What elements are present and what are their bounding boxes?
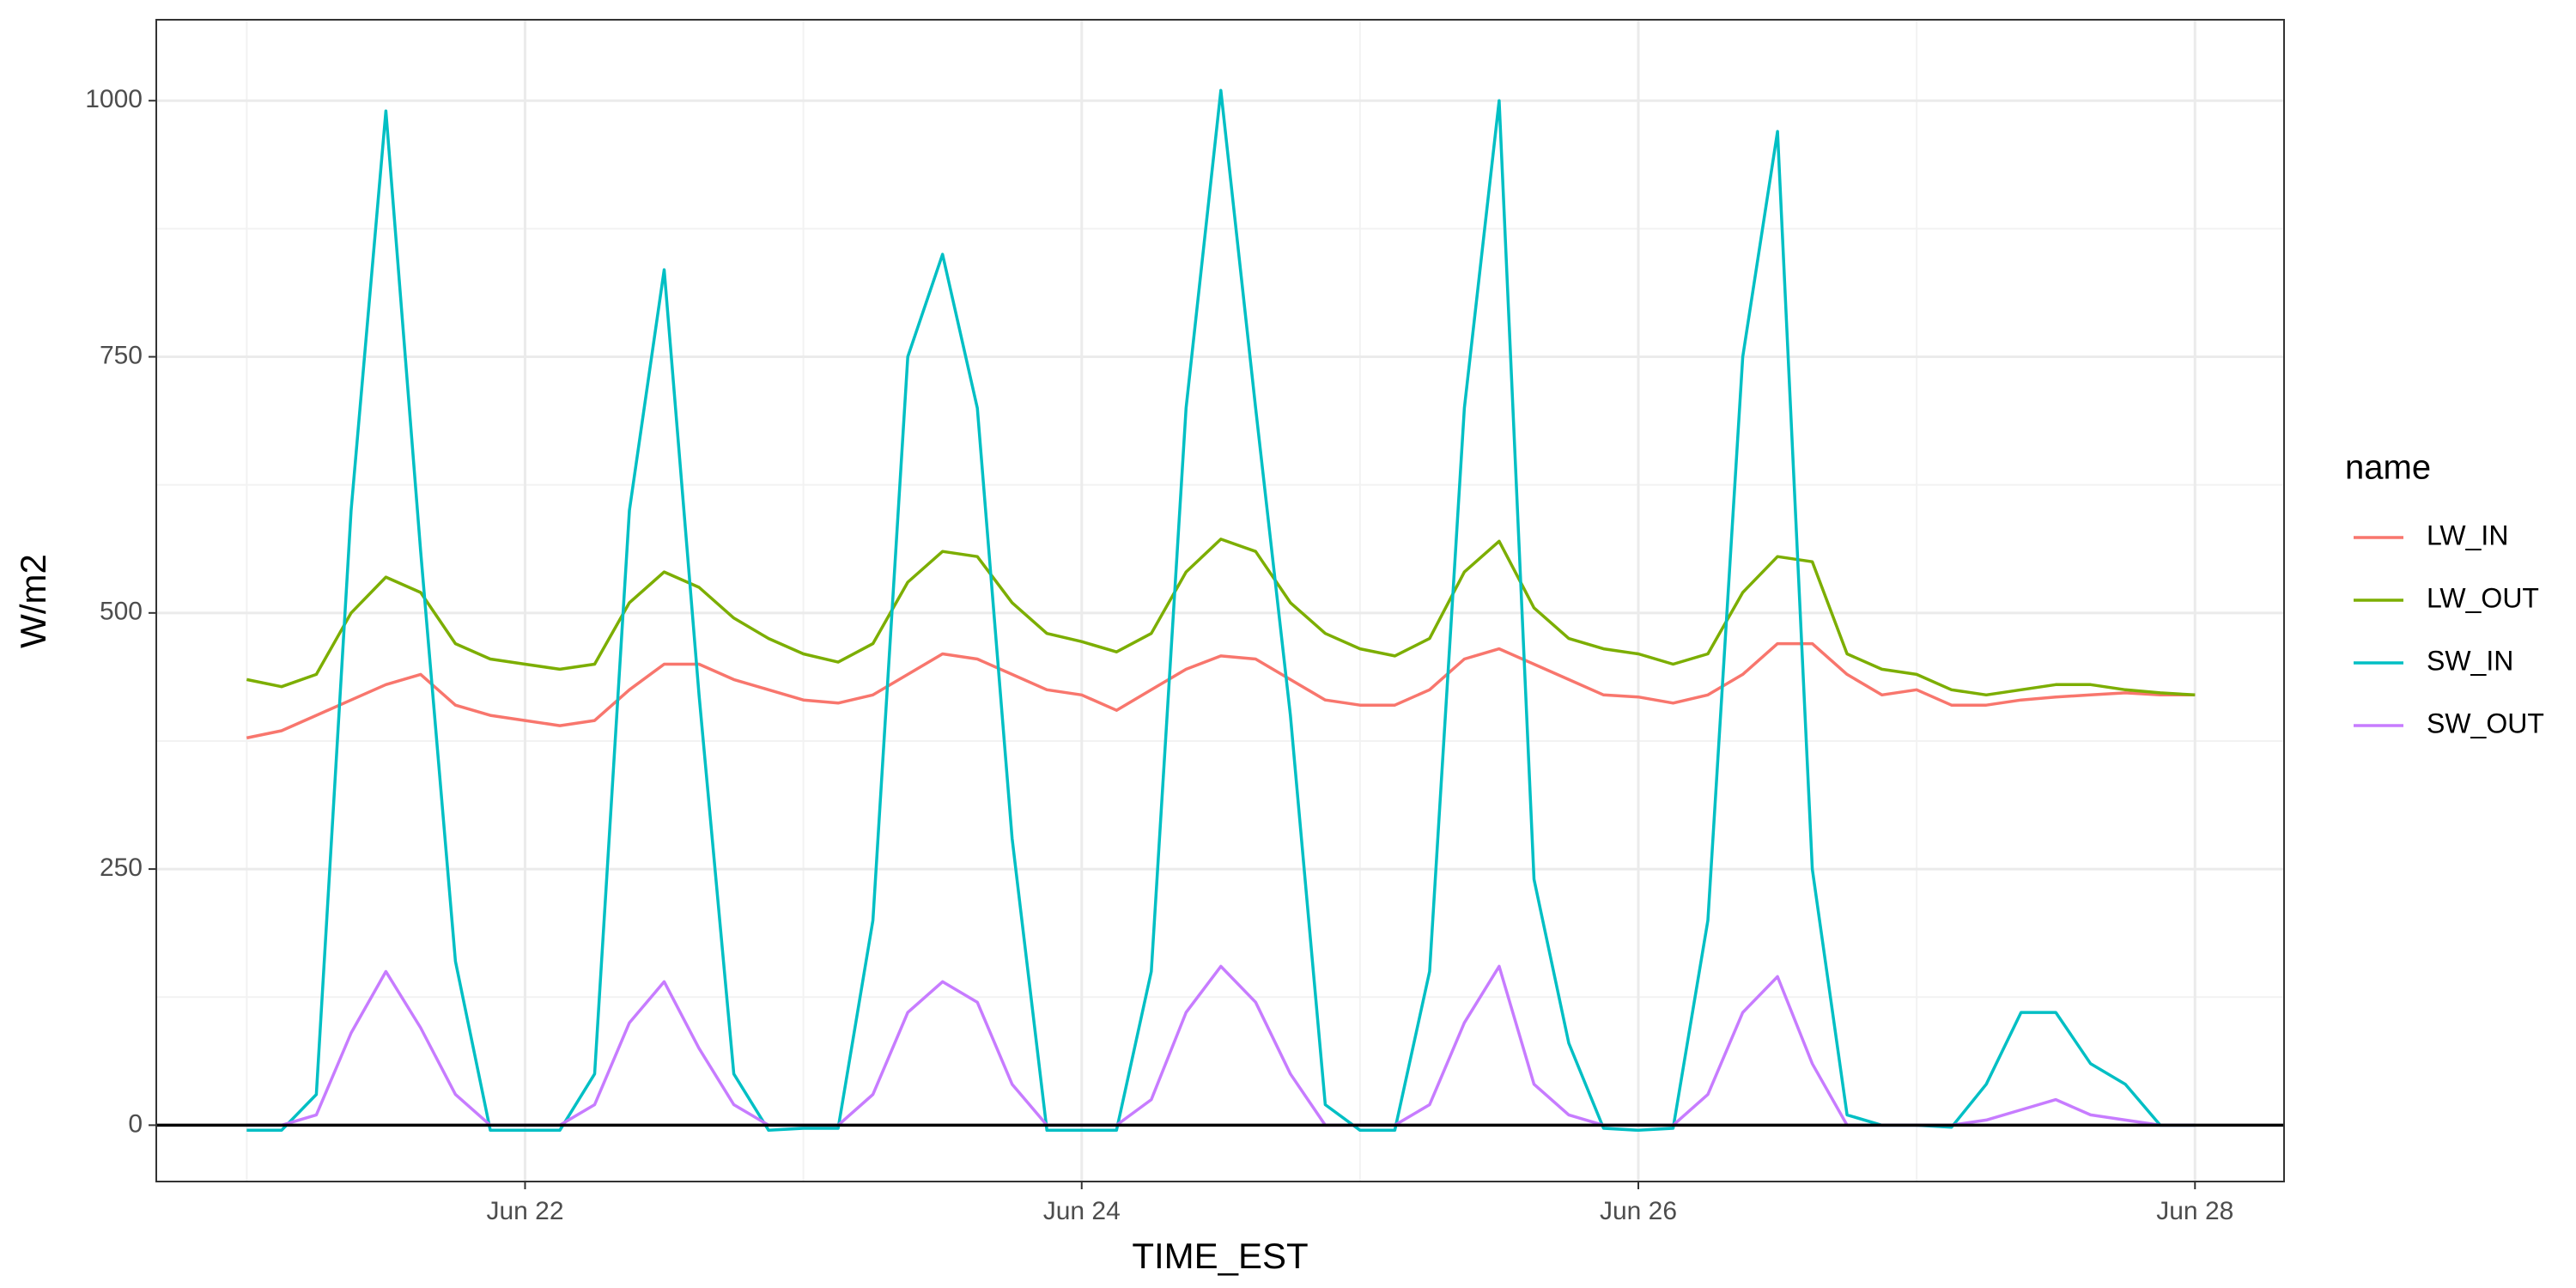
y-tick-label: 750 — [100, 341, 143, 369]
y-tick-label: 0 — [128, 1109, 143, 1138]
y-tick-label: 500 — [100, 598, 143, 626]
x-tick-label: Jun 28 — [2156, 1197, 2233, 1225]
x-tick-label: Jun 26 — [1600, 1197, 1677, 1225]
legend-label: LW_OUT — [2427, 582, 2539, 613]
legend-label: LW_IN — [2427, 519, 2508, 550]
series-line — [246, 538, 2196, 697]
y-axis-title: W/m2 — [13, 554, 53, 648]
series-line — [246, 88, 2196, 1133]
x-axis-title: TIME_EST — [1132, 1236, 1308, 1276]
series-line — [246, 641, 2196, 740]
legend-label: SW_OUT — [2427, 708, 2544, 738]
x-tick-label: Jun 24 — [1043, 1197, 1121, 1225]
x-tick-label: Jun 22 — [486, 1197, 563, 1225]
panel-border — [155, 19, 2285, 1182]
y-tick-label: 1000 — [85, 85, 143, 113]
y-tick-label: 250 — [100, 854, 143, 882]
legend-title: name — [2345, 449, 2431, 487]
legend-label: SW_IN — [2427, 645, 2513, 676]
